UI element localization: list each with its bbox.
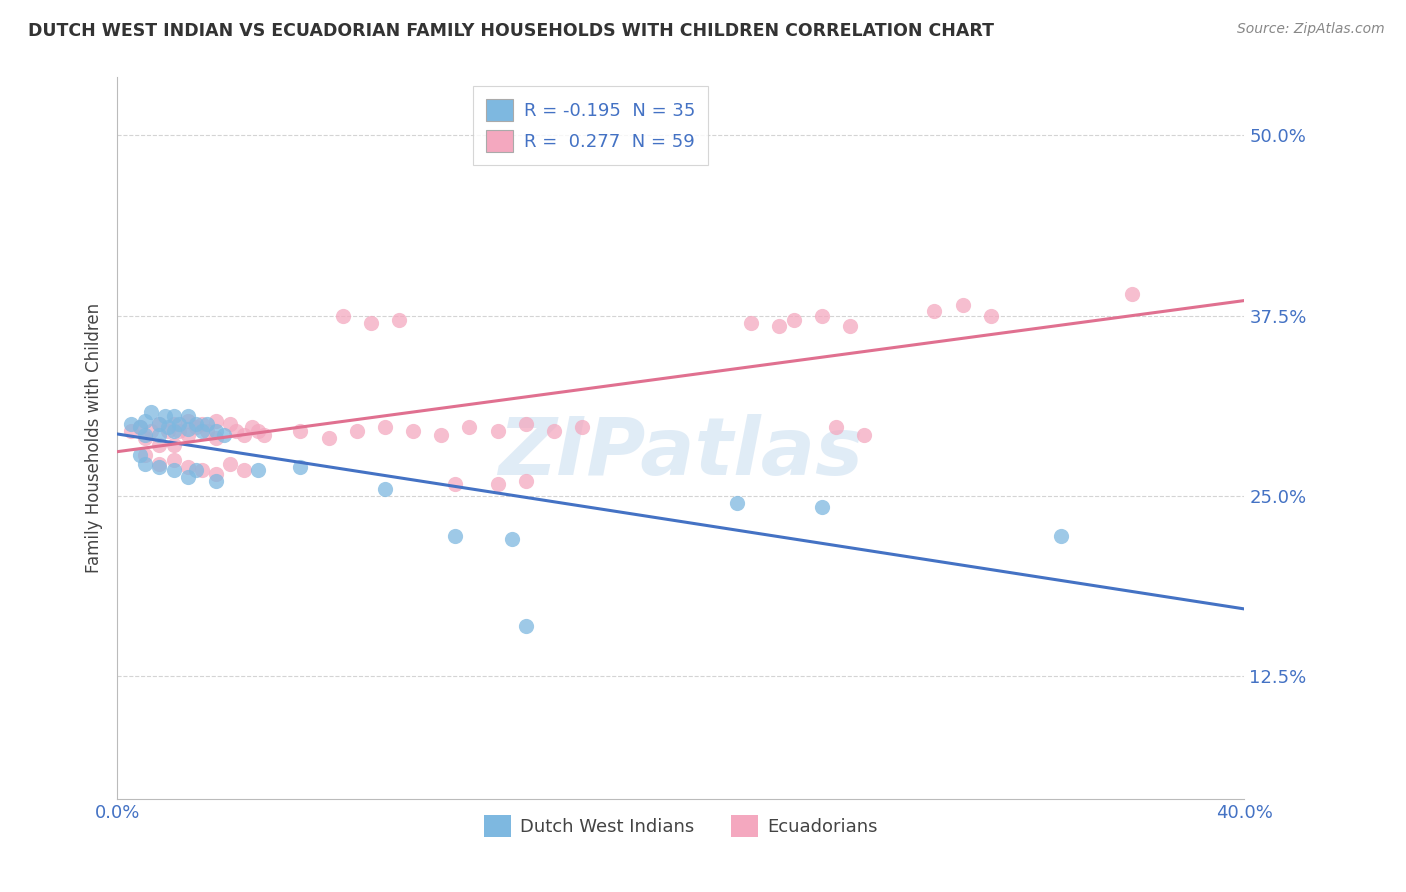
Point [571, 419, 593, 434]
Point [253, 428, 276, 442]
Point [148, 438, 170, 452]
Point [120, 424, 142, 438]
Point [148, 457, 170, 471]
Point [430, 428, 453, 442]
Point [214, 428, 236, 442]
Point [148, 417, 170, 431]
Point [162, 452, 184, 467]
Point [486, 477, 509, 491]
Point [153, 409, 176, 424]
Point [204, 467, 226, 482]
Point [204, 424, 226, 438]
Text: DUTCH WEST INDIAN VS ECUADORIAN FAMILY HOUSEHOLDS WITH CHILDREN CORRELATION CHAR: DUTCH WEST INDIAN VS ECUADORIAN FAMILY H… [28, 22, 994, 40]
Point [167, 424, 190, 438]
Point [346, 424, 368, 438]
Point [139, 424, 162, 438]
Point [980, 309, 1002, 323]
Text: Source: ZipAtlas.com: Source: ZipAtlas.com [1237, 22, 1385, 37]
Point [176, 422, 198, 436]
Point [725, 496, 748, 510]
Point [242, 419, 264, 434]
Point [195, 417, 218, 431]
Point [402, 424, 425, 438]
Point [290, 460, 312, 475]
Text: ZIPatlas: ZIPatlas [498, 414, 863, 491]
Point [290, 424, 312, 438]
Point [374, 419, 396, 434]
Point [318, 431, 340, 445]
Point [515, 475, 537, 489]
Point [176, 414, 198, 428]
Point [233, 463, 256, 477]
Point [162, 463, 184, 477]
Point [134, 428, 156, 442]
Point [444, 477, 467, 491]
Point [184, 417, 207, 431]
Legend: Dutch West Indians, Ecuadorians: Dutch West Indians, Ecuadorians [477, 807, 884, 844]
Point [219, 457, 242, 471]
Point [204, 431, 226, 445]
Point [120, 417, 142, 431]
Point [195, 424, 218, 438]
Point [360, 316, 382, 330]
Point [486, 424, 509, 438]
Point [768, 318, 790, 333]
Point [332, 309, 354, 323]
Point [782, 313, 804, 327]
Point [501, 532, 523, 546]
Point [176, 470, 198, 484]
Point [458, 419, 481, 434]
Point [810, 309, 832, 323]
Point [176, 460, 198, 475]
Point [156, 424, 179, 438]
Point [388, 313, 411, 327]
Point [444, 529, 467, 543]
Point [374, 482, 396, 496]
Point [148, 428, 170, 442]
Point [1121, 286, 1143, 301]
Point [1050, 529, 1073, 543]
Y-axis label: Family Households with Children: Family Households with Children [86, 303, 103, 574]
Point [740, 316, 762, 330]
Point [162, 424, 184, 438]
Point [515, 417, 537, 431]
Point [852, 428, 875, 442]
Point [824, 419, 846, 434]
Point [167, 417, 190, 431]
Point [810, 500, 832, 515]
Point [233, 428, 256, 442]
Point [190, 417, 212, 431]
Point [515, 618, 537, 632]
Point [128, 449, 150, 463]
Point [184, 463, 207, 477]
Point [190, 463, 212, 477]
Point [838, 318, 860, 333]
Point [139, 405, 162, 419]
Point [247, 424, 270, 438]
Point [176, 409, 198, 424]
Point [162, 409, 184, 424]
Point [148, 460, 170, 475]
Point [128, 419, 150, 434]
Point [204, 414, 226, 428]
Point [247, 463, 270, 477]
Point [176, 428, 198, 442]
Point [190, 424, 212, 438]
Point [219, 417, 242, 431]
Point [225, 424, 247, 438]
Point [204, 475, 226, 489]
Point [128, 419, 150, 434]
Point [952, 298, 974, 312]
Point [134, 414, 156, 428]
Point [162, 417, 184, 431]
Point [924, 304, 946, 318]
Point [148, 417, 170, 431]
Point [156, 419, 179, 434]
Point [134, 449, 156, 463]
Point [543, 424, 565, 438]
Point [134, 431, 156, 445]
Point [162, 438, 184, 452]
Point [134, 457, 156, 471]
Point [184, 419, 207, 434]
